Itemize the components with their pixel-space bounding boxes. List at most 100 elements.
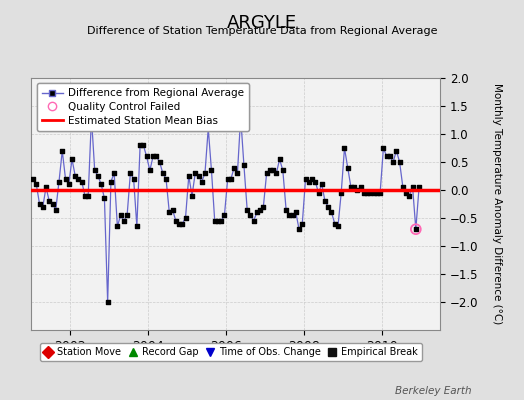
Point xyxy=(91,167,99,174)
Point xyxy=(84,192,92,199)
Point xyxy=(29,176,37,182)
Point xyxy=(269,167,277,174)
Point xyxy=(350,184,358,190)
Point xyxy=(204,125,212,132)
Point xyxy=(334,223,342,230)
Point xyxy=(285,212,293,218)
Point xyxy=(64,181,73,188)
Point xyxy=(123,212,132,218)
Point xyxy=(331,220,339,227)
Point xyxy=(39,204,47,210)
Point xyxy=(81,192,89,199)
Point xyxy=(230,164,238,171)
Point xyxy=(146,167,154,174)
Point xyxy=(347,184,355,190)
Point xyxy=(143,153,151,160)
Point xyxy=(208,167,216,174)
Point xyxy=(88,114,96,120)
Point xyxy=(356,184,365,190)
Point xyxy=(246,212,255,218)
Point xyxy=(369,190,378,196)
Point xyxy=(136,142,144,148)
Point xyxy=(402,190,410,196)
Point xyxy=(217,218,225,224)
Point xyxy=(386,153,394,160)
Point xyxy=(282,206,290,213)
Point xyxy=(396,159,404,165)
Point xyxy=(308,176,316,182)
Point xyxy=(360,190,368,196)
Point xyxy=(311,178,320,185)
Point xyxy=(301,176,310,182)
Point xyxy=(366,190,375,196)
Point xyxy=(276,156,284,162)
Point xyxy=(259,204,268,210)
Point xyxy=(321,198,329,204)
Point xyxy=(383,153,391,160)
Point xyxy=(55,178,63,185)
Point xyxy=(71,173,80,179)
Point xyxy=(68,156,76,162)
Point xyxy=(405,192,413,199)
Point xyxy=(126,170,135,176)
Point xyxy=(279,167,287,174)
Point xyxy=(376,190,384,196)
Point xyxy=(194,173,203,179)
Point xyxy=(214,218,222,224)
Point xyxy=(61,176,70,182)
Point xyxy=(32,181,40,188)
Point xyxy=(220,212,228,218)
Point xyxy=(389,159,397,165)
Point xyxy=(181,215,190,221)
Point xyxy=(116,212,125,218)
Point xyxy=(298,220,307,227)
Point xyxy=(344,164,352,171)
Point xyxy=(224,176,232,182)
Point xyxy=(266,167,274,174)
Point xyxy=(42,184,50,190)
Point xyxy=(412,226,420,232)
Point xyxy=(256,206,264,213)
Point xyxy=(201,170,209,176)
Point xyxy=(113,223,122,230)
Point xyxy=(162,176,170,182)
Point xyxy=(412,226,420,232)
Point xyxy=(149,153,157,160)
Point xyxy=(152,153,160,160)
Y-axis label: Monthly Temperature Anomaly Difference (°C): Monthly Temperature Anomaly Difference (… xyxy=(492,83,503,325)
Point xyxy=(74,176,83,182)
Point xyxy=(249,218,258,224)
Point xyxy=(35,201,43,207)
Legend: Station Move, Record Gap, Time of Obs. Change, Empirical Break: Station Move, Record Gap, Time of Obs. C… xyxy=(40,343,421,361)
Point xyxy=(318,181,326,188)
Point xyxy=(392,148,400,154)
Point xyxy=(272,170,280,176)
Point xyxy=(133,223,141,230)
Point xyxy=(211,218,219,224)
Point xyxy=(304,178,313,185)
Text: ARGYLE: ARGYLE xyxy=(227,14,297,32)
Point xyxy=(178,220,187,227)
Point xyxy=(324,204,332,210)
Point xyxy=(233,170,242,176)
Point xyxy=(45,198,53,204)
Point xyxy=(184,173,193,179)
Point xyxy=(399,184,407,190)
Point xyxy=(227,176,235,182)
Point xyxy=(94,173,102,179)
Point xyxy=(119,218,128,224)
Point xyxy=(415,184,423,190)
Point xyxy=(198,178,206,185)
Point xyxy=(188,192,196,199)
Point xyxy=(48,201,57,207)
Point xyxy=(236,114,245,120)
Point xyxy=(168,206,177,213)
Point xyxy=(340,145,348,151)
Point xyxy=(191,170,200,176)
Point xyxy=(159,170,167,176)
Point xyxy=(165,209,173,216)
Point xyxy=(314,190,323,196)
Point xyxy=(58,148,67,154)
Point xyxy=(263,170,271,176)
Point xyxy=(139,142,148,148)
